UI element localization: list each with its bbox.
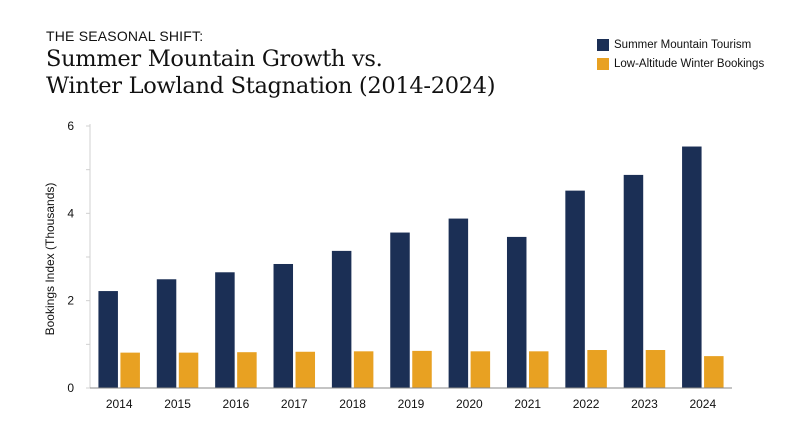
x-tick-label: 2015 — [164, 397, 191, 411]
x-tick-label: 2021 — [514, 397, 541, 411]
chart-legend: Summer Mountain Tourism Low-Altitude Win… — [597, 38, 764, 76]
x-tick-label: 2016 — [223, 397, 250, 411]
x-tick-label: 2024 — [689, 397, 716, 411]
bar-summer — [506, 236, 527, 388]
legend-swatch-winter — [597, 58, 609, 70]
bar-summer — [623, 174, 644, 388]
chart-title-line-1: Summer Mountain Growth vs. — [46, 46, 383, 72]
x-tick-label: 2017 — [281, 397, 308, 411]
bar-winter — [645, 350, 666, 388]
y-tick-label: 2 — [67, 294, 74, 308]
legend-item-summer: Summer Mountain Tourism — [597, 38, 764, 52]
bar-winter — [704, 356, 724, 388]
bar-winter — [237, 352, 257, 388]
bar-winter — [470, 351, 491, 388]
bar-winter — [353, 351, 374, 388]
bar-summer — [215, 272, 235, 388]
bar-winter — [120, 352, 140, 388]
bar-summer — [98, 291, 118, 388]
y-tick-label: 0 — [67, 381, 74, 395]
legend-label-winter: Low-Altitude Winter Bookings — [614, 58, 765, 70]
x-tick-label: 2014 — [106, 397, 133, 411]
bar-winter — [412, 350, 432, 388]
y-axis-label: Bookings Index (Thousands) — [43, 183, 57, 336]
bar-summer — [390, 232, 410, 388]
bar-summer — [273, 263, 294, 388]
chart-title-line-2: Winter Lowland Stagnation (2014-2024) — [46, 73, 496, 99]
x-tick-label: 2020 — [456, 397, 483, 411]
x-tick-label: 2019 — [398, 397, 425, 411]
bar-winter — [528, 351, 549, 388]
bar-summer — [448, 218, 469, 388]
bar-summer — [682, 146, 702, 388]
legend-item-winter: Low-Altitude Winter Bookings — [597, 57, 764, 71]
chart-title: Summer Mountain Growth vs. Winter Lowlan… — [46, 46, 566, 100]
bar-winter — [587, 350, 607, 388]
x-tick-label: 2023 — [631, 397, 658, 411]
bar-summer — [565, 190, 585, 388]
y-tick-label: 4 — [67, 206, 74, 220]
bar-winter — [178, 352, 199, 388]
bar-summer — [156, 279, 177, 388]
x-tick-label: 2022 — [573, 397, 600, 411]
legend-label-summer: Summer Mountain Tourism — [614, 39, 752, 51]
bar-winter — [295, 351, 316, 388]
y-tick-label: 6 — [67, 119, 74, 133]
x-tick-label: 2018 — [339, 397, 366, 411]
legend-swatch-summer — [597, 39, 609, 51]
bar-summer — [331, 250, 352, 388]
chart-kicker: THE SEASONAL SHIFT: — [46, 28, 204, 44]
